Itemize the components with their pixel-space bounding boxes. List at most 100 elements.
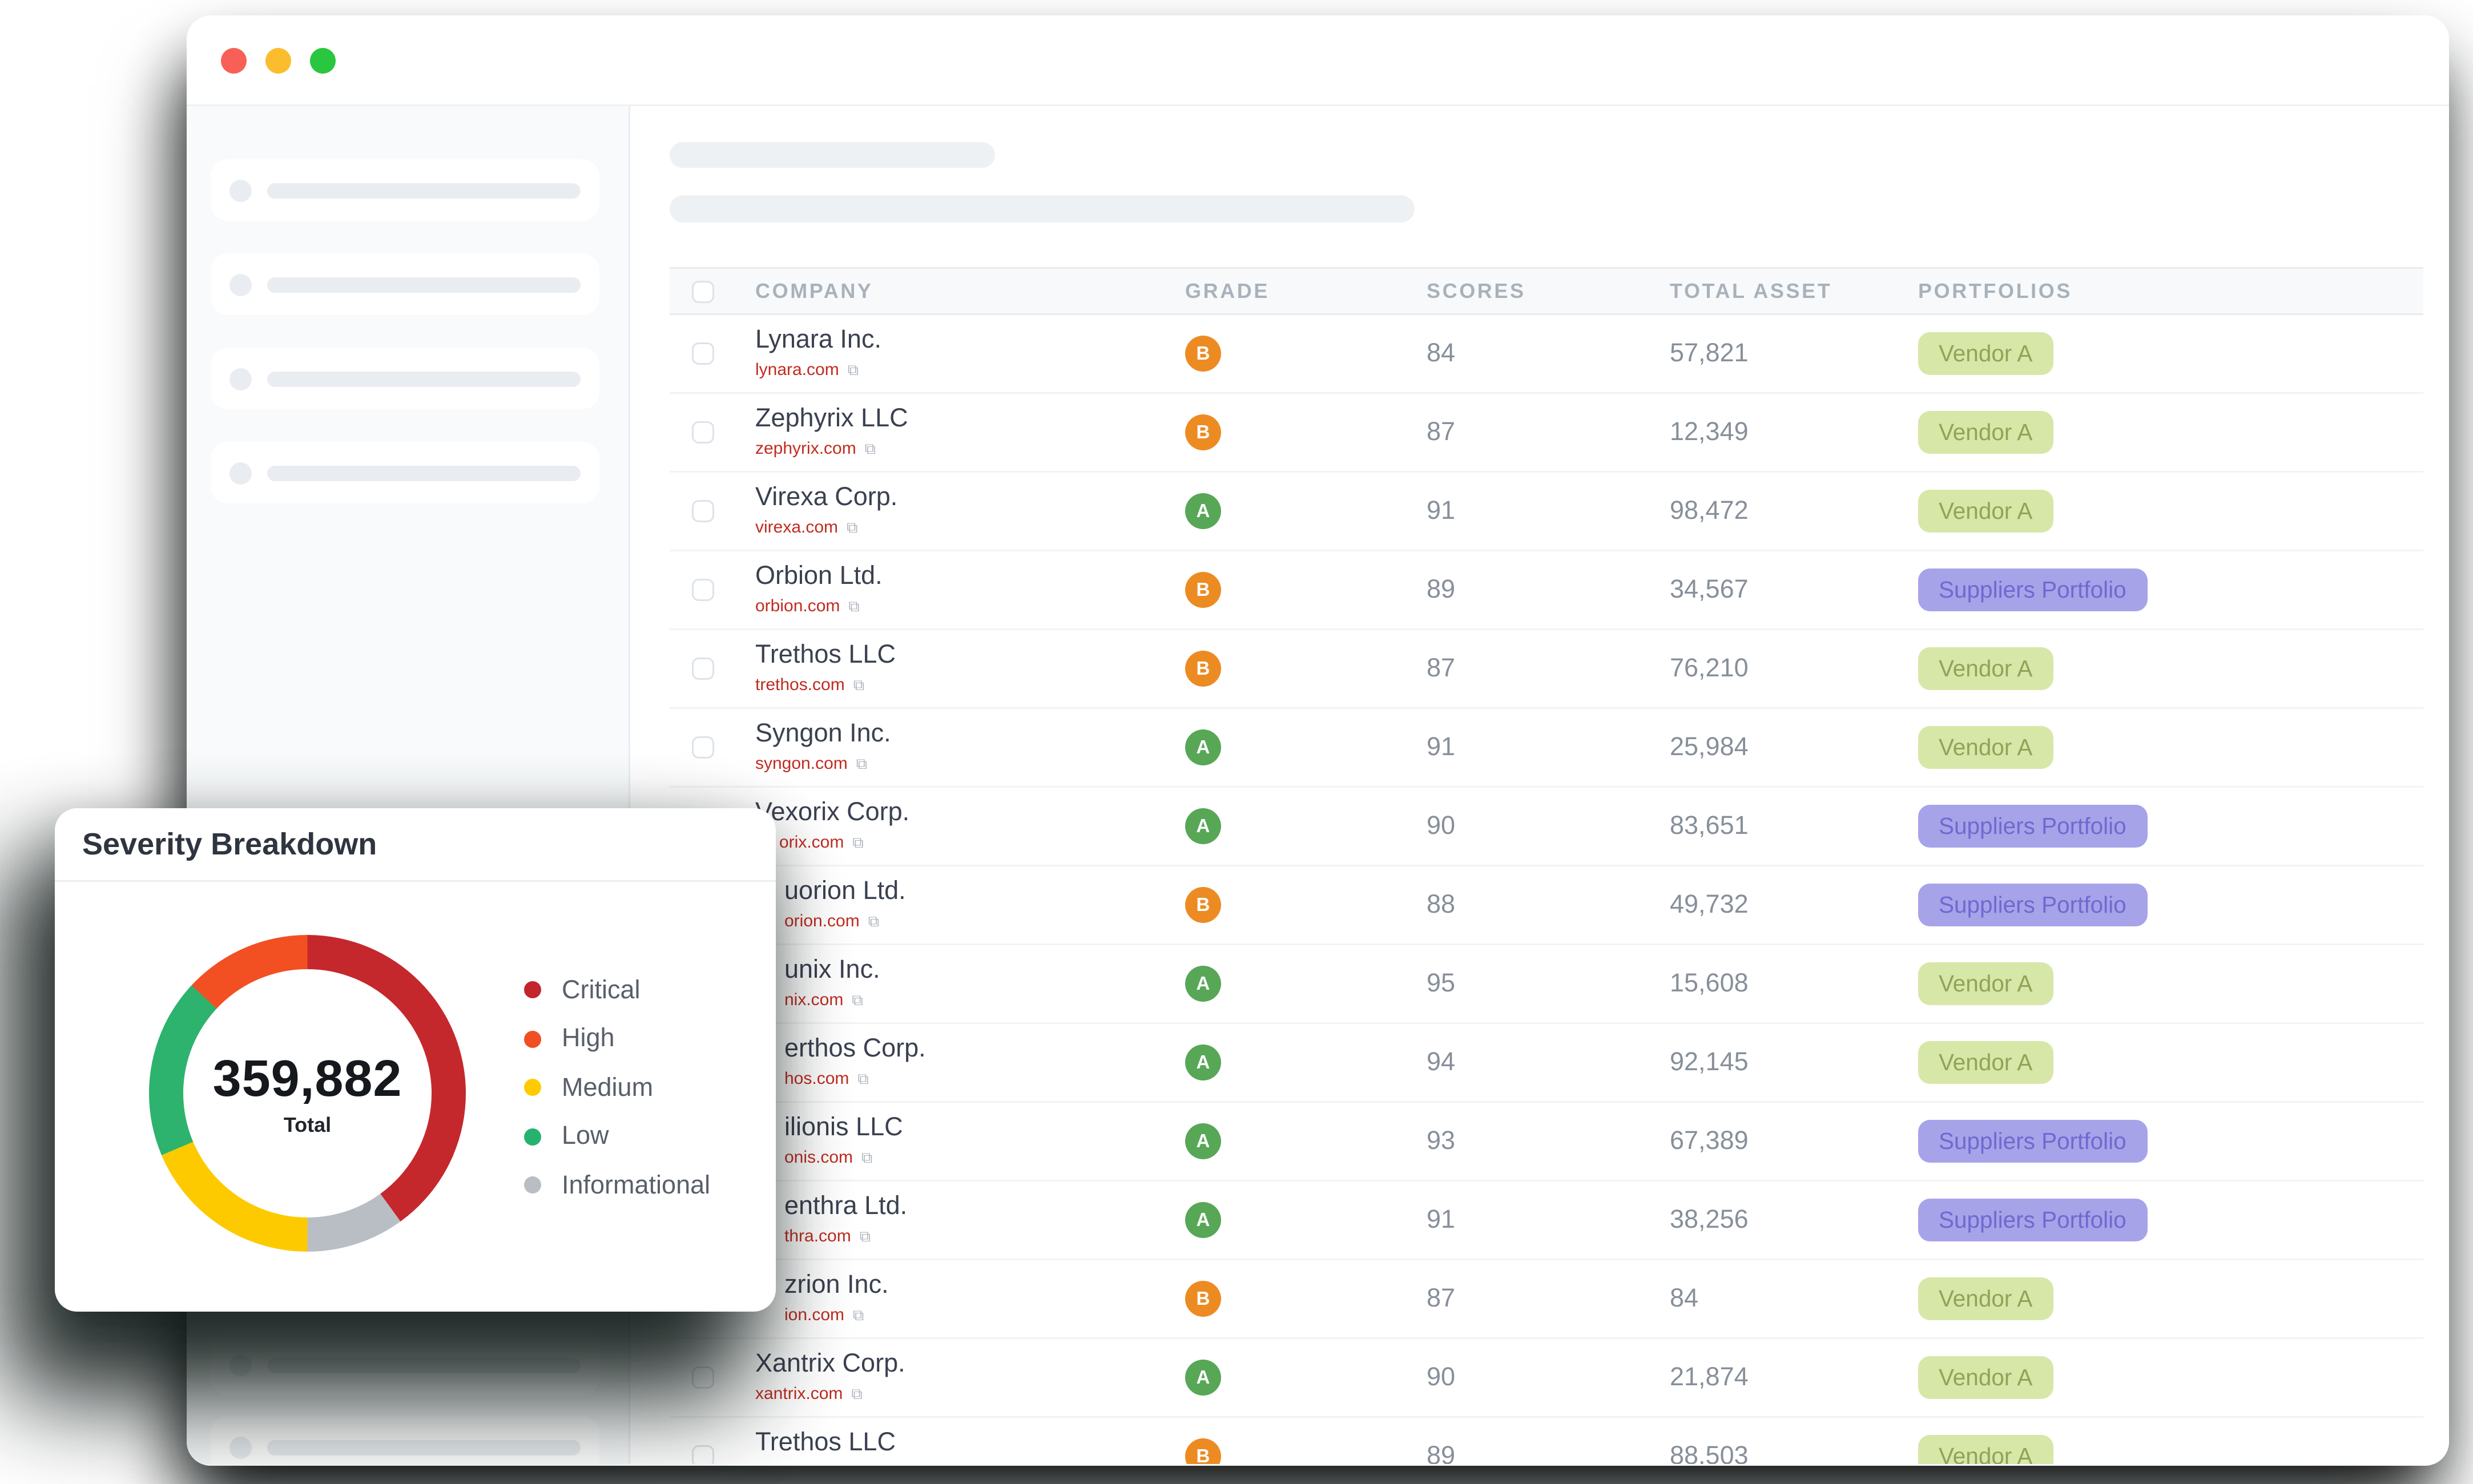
total-asset-value: 84 <box>1670 1283 1699 1313</box>
row-checkbox[interactable] <box>692 658 714 680</box>
grade-badge: A <box>1185 493 1221 529</box>
page-subtitle-skeleton <box>670 195 1415 223</box>
legend-label: Medium <box>562 1072 654 1102</box>
company-domain-link[interactable]: xantrix.com <box>755 1385 843 1404</box>
donut-total-value: 359,882 <box>212 1050 402 1107</box>
company-domain-link[interactable]: syngon.com <box>755 755 848 774</box>
copy-domain-icon[interactable]: ⧉ <box>861 1148 873 1166</box>
copy-domain-icon[interactable]: ⧉ <box>847 361 859 378</box>
sidebar-nav-skeleton-item <box>211 253 599 315</box>
portfolio-badge: Vendor A <box>1918 1356 2053 1400</box>
table-row: Syngon Inc. syngon.com ⧉ A 91 25,984 Vendor A <box>670 709 2423 788</box>
company-name: Zephyrix LLC <box>755 404 908 434</box>
company-domain-link[interactable]: virexa.com <box>755 518 839 538</box>
column-header-scores: SCORES <box>1427 279 1526 303</box>
portfolio-badge: Suppliers Portfolio <box>1918 1119 2147 1163</box>
copy-domain-icon[interactable]: ⧉ <box>847 518 858 536</box>
table-row: zrion Inc. ion.com ⧉ B 87 84 Vendor A <box>670 1260 2423 1339</box>
total-asset-value: 98,472 <box>1670 495 1749 525</box>
company-name: Vexorix Corp. <box>755 798 910 828</box>
total-asset-value: 12,349 <box>1670 417 1749 446</box>
total-asset-value: 49,732 <box>1670 889 1749 919</box>
main-content: COMPANY GRADE SCORES TOTAL ASSET PORTFOL… <box>630 106 2449 1464</box>
maximize-button[interactable] <box>310 47 336 73</box>
table-row: Virexa Corp. virexa.com ⧉ A 91 98,472 Vendor A <box>670 473 2423 551</box>
score-value: 88 <box>1427 889 1456 919</box>
close-button[interactable] <box>221 47 247 73</box>
company-name: Syngon Inc. <box>755 719 891 749</box>
portfolio-badge: Vendor A <box>1918 1434 2053 1464</box>
company-domain-link[interactable]: orbion.com <box>755 597 840 616</box>
portfolio-badge: Vendor A <box>1918 962 2053 1006</box>
copy-domain-icon[interactable]: ⧉ <box>852 991 863 1009</box>
copy-domain-icon[interactable]: ⧉ <box>856 755 868 772</box>
copy-domain-icon[interactable]: ⧉ <box>864 439 876 457</box>
copy-domain-icon[interactable]: ⧉ <box>853 676 865 693</box>
grade-badge: B <box>1185 336 1221 372</box>
copy-domain-icon[interactable]: ⧉ <box>859 1227 871 1245</box>
company-domain-link[interactable]: hos.com <box>784 1070 849 1089</box>
select-all-checkbox[interactable] <box>692 280 714 303</box>
copy-domain-icon[interactable]: ⧉ <box>868 912 880 930</box>
company-domain-link[interactable]: trethos.com <box>755 676 845 695</box>
grade-badge: B <box>1185 887 1221 923</box>
company-name: ilionis LLC <box>784 1113 903 1143</box>
table-row: Orbion Ltd. orbion.com ⧉ B 89 34,567 Suppliers… <box>670 551 2423 630</box>
company-domain-link[interactable]: thra.com <box>784 1227 851 1247</box>
minimize-button[interactable] <box>265 47 291 73</box>
table-row: uorion Ltd. orion.com ⧉ B 88 49,732 Suppliers … <box>670 866 2423 945</box>
table-row: ilionis LLC onis.com ⧉ A 93 67,389 Suppliers P… <box>670 1103 2423 1181</box>
copy-domain-icon[interactable]: ⧉ <box>851 1385 863 1402</box>
skeleton-icon-placeholder <box>229 461 252 484</box>
sidebar-nav-skeleton-item <box>211 442 599 503</box>
table-header-row: COMPANY GRADE SCORES TOTAL ASSET PORTFOL… <box>670 267 2423 315</box>
company-domain-link[interactable]: orix.com <box>779 833 844 853</box>
legend-color-dot <box>524 1079 541 1096</box>
skeleton-label-placeholder <box>267 370 581 386</box>
total-asset-value: 92,145 <box>1670 1047 1749 1076</box>
company-domain-link[interactable]: orion.com <box>784 912 860 931</box>
row-checkbox[interactable] <box>692 1445 714 1464</box>
company-domain-link[interactable]: ion.com <box>784 1306 845 1325</box>
row-checkbox[interactable] <box>692 342 714 365</box>
table-row: unix Inc. nix.com ⧉ A 95 15,608 Vendor A <box>670 945 2423 1024</box>
portfolio-badge: Suppliers Portfolio <box>1918 1198 2147 1242</box>
copy-domain-icon[interactable]: ⧉ <box>848 597 860 615</box>
company-domain-link[interactable]: onis.com <box>784 1148 853 1168</box>
company-name: Lynara Inc. <box>755 325 881 355</box>
row-checkbox[interactable] <box>692 579 714 601</box>
row-checkbox[interactable] <box>692 500 714 522</box>
legend-item: Critical <box>524 975 710 1005</box>
column-header-company: COMPANY <box>755 279 873 303</box>
portfolio-badge: Vendor A <box>1918 1277 2053 1321</box>
grade-badge: B <box>1185 414 1221 450</box>
row-checkbox[interactable] <box>692 736 714 759</box>
copy-domain-icon[interactable]: ⧉ <box>852 833 864 851</box>
sidebar-nav-skeleton-item <box>211 1416 599 1464</box>
company-name: zrion Inc. <box>784 1271 889 1300</box>
table-row: Vexorix Corp. orix.com ⧉ A 90 83,651 Suppliers… <box>670 788 2423 866</box>
company-name: Trethos LLC <box>755 1428 896 1458</box>
score-value: 91 <box>1427 495 1456 525</box>
company-domain-link[interactable]: lynara.com <box>755 361 839 380</box>
portfolio-badge: Vendor A <box>1918 410 2053 454</box>
company-name: Xantrix Corp. <box>755 1349 905 1379</box>
grade-badge: A <box>1185 1202 1221 1238</box>
legend-label: Critical <box>562 975 641 1005</box>
portfolio-badge: Vendor A <box>1918 332 2053 376</box>
copy-domain-icon[interactable]: ⧉ <box>857 1070 869 1087</box>
company-domain-link[interactable]: nix.com <box>784 991 844 1010</box>
sidebar-nav-skeleton-item <box>211 348 599 409</box>
skeleton-icon-placeholder <box>229 273 252 296</box>
legend-color-dot <box>524 1030 541 1047</box>
company-name: Virexa Corp. <box>755 483 898 513</box>
company-domain-link[interactable]: zephyrix.com <box>755 439 856 459</box>
company-domain-link[interactable]: trethos.com <box>755 1463 845 1464</box>
row-checkbox[interactable] <box>692 421 714 443</box>
total-asset-value: 38,256 <box>1670 1204 1749 1234</box>
company-name: unix Inc. <box>784 955 880 985</box>
total-asset-value: 25,984 <box>1670 732 1749 761</box>
portfolio-badge: Suppliers Portfolio <box>1918 804 2147 848</box>
window-titlebar <box>187 15 2449 106</box>
copy-domain-icon[interactable]: ⧉ <box>853 1306 864 1324</box>
